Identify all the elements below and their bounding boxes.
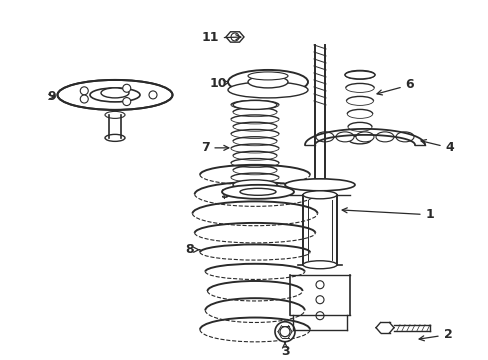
Ellipse shape	[348, 136, 370, 144]
Ellipse shape	[232, 100, 276, 109]
Ellipse shape	[105, 111, 125, 118]
Ellipse shape	[355, 132, 373, 142]
Text: 5: 5	[220, 188, 229, 201]
Ellipse shape	[395, 132, 413, 142]
Ellipse shape	[101, 88, 129, 98]
Ellipse shape	[227, 82, 307, 98]
Ellipse shape	[345, 71, 374, 79]
Polygon shape	[225, 32, 244, 42]
Ellipse shape	[247, 72, 287, 80]
Circle shape	[122, 84, 130, 92]
Ellipse shape	[227, 70, 307, 94]
Circle shape	[230, 33, 239, 41]
Ellipse shape	[232, 180, 276, 190]
Ellipse shape	[105, 134, 125, 141]
Text: 11: 11	[201, 31, 240, 45]
Circle shape	[280, 327, 289, 337]
Ellipse shape	[240, 188, 275, 195]
Ellipse shape	[303, 191, 336, 199]
Text: 10: 10	[209, 77, 229, 90]
Text: 8: 8	[185, 243, 200, 256]
Text: 1: 1	[342, 208, 433, 221]
Ellipse shape	[375, 132, 393, 142]
Ellipse shape	[90, 88, 140, 102]
Circle shape	[80, 95, 88, 103]
Text: 9: 9	[48, 90, 56, 103]
Text: 4: 4	[420, 140, 453, 154]
Circle shape	[274, 322, 294, 342]
Text: 2: 2	[418, 328, 451, 341]
Text: 3: 3	[280, 342, 289, 358]
Ellipse shape	[285, 179, 354, 191]
Circle shape	[80, 87, 88, 95]
Ellipse shape	[315, 132, 333, 142]
Text: 7: 7	[200, 141, 228, 154]
Ellipse shape	[335, 132, 353, 142]
Circle shape	[149, 91, 157, 99]
Text: 6: 6	[376, 78, 413, 95]
Circle shape	[122, 98, 130, 105]
Ellipse shape	[303, 261, 336, 269]
Ellipse shape	[247, 76, 287, 88]
Ellipse shape	[222, 185, 293, 199]
Ellipse shape	[58, 80, 172, 110]
